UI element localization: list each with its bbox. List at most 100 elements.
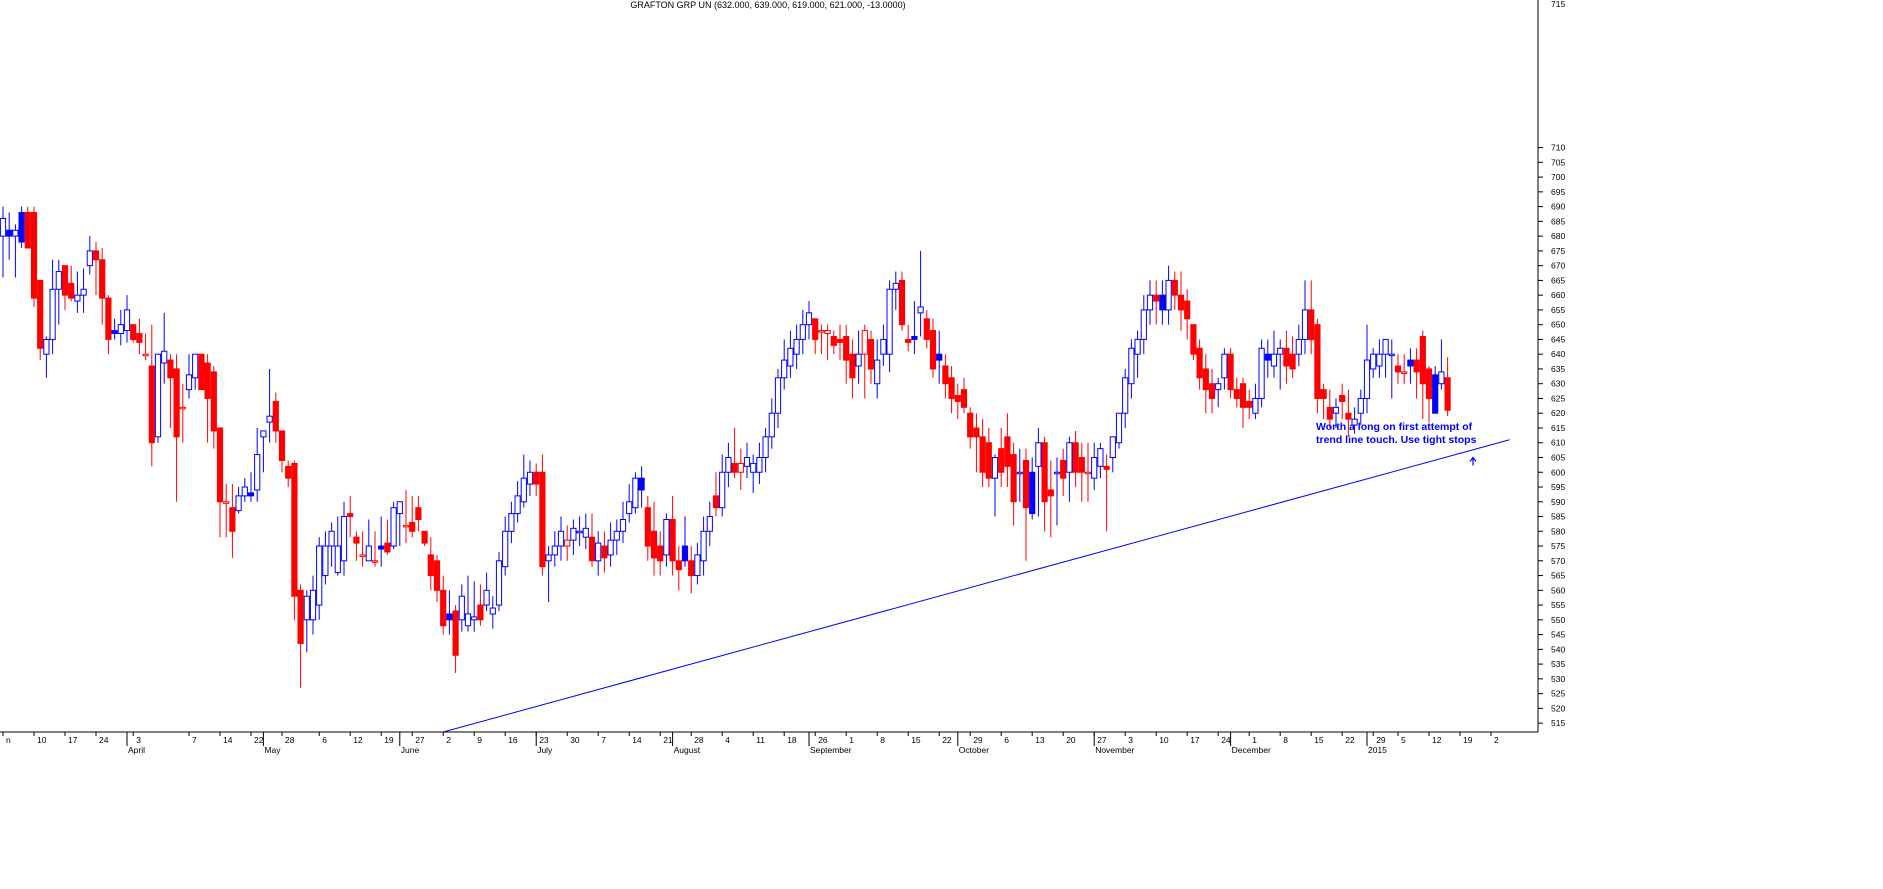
candle bbox=[347, 495, 354, 538]
candle bbox=[1171, 271, 1178, 310]
candle bbox=[923, 309, 930, 349]
candle bbox=[663, 513, 670, 567]
x-day-label: 10 bbox=[1159, 735, 1169, 745]
candle bbox=[1264, 339, 1271, 378]
candle bbox=[1159, 280, 1166, 325]
candle bbox=[1438, 339, 1445, 390]
y-tick-label: 680 bbox=[1551, 231, 1565, 241]
candle bbox=[117, 309, 124, 346]
candle bbox=[954, 383, 961, 420]
candle bbox=[917, 250, 924, 337]
candle bbox=[1190, 324, 1197, 361]
x-day-label: 2 bbox=[1494, 735, 1499, 745]
candle bbox=[471, 581, 478, 632]
candle bbox=[6, 212, 13, 260]
candle bbox=[415, 495, 422, 532]
candle bbox=[905, 324, 912, 352]
candle bbox=[1010, 442, 1017, 526]
candle bbox=[880, 324, 887, 366]
candle bbox=[495, 551, 503, 611]
candle bbox=[309, 575, 317, 635]
x-day-label: 10 bbox=[37, 735, 47, 745]
candle bbox=[49, 259, 56, 355]
candle bbox=[669, 495, 676, 576]
candle bbox=[1308, 280, 1315, 355]
candle bbox=[1270, 330, 1278, 378]
candle bbox=[1407, 348, 1414, 384]
candle bbox=[539, 454, 546, 576]
candle bbox=[427, 537, 434, 591]
y-tick-label: 665 bbox=[1551, 275, 1565, 285]
x-day-label: 1 bbox=[1252, 735, 1257, 745]
x-day-label: 19 bbox=[384, 735, 394, 745]
candle bbox=[55, 259, 62, 325]
y-tick-label: 590 bbox=[1551, 497, 1565, 507]
candle bbox=[929, 318, 937, 378]
candle bbox=[805, 301, 813, 340]
trendline bbox=[443, 439, 1510, 733]
x-day-label: 6 bbox=[1004, 735, 1009, 745]
candle bbox=[1363, 324, 1371, 414]
candle bbox=[1419, 330, 1426, 420]
candle bbox=[1196, 339, 1203, 390]
candle bbox=[1177, 271, 1185, 331]
candle bbox=[1252, 383, 1259, 420]
x-day-label: 22 bbox=[942, 735, 952, 745]
y-tick-label: 675 bbox=[1551, 246, 1565, 256]
candle bbox=[545, 546, 552, 603]
candle bbox=[396, 501, 403, 547]
candle bbox=[985, 427, 992, 488]
candle bbox=[241, 478, 248, 502]
x-day-label: 24 bbox=[1221, 735, 1231, 745]
x-day-label: 15 bbox=[1314, 735, 1324, 745]
candle bbox=[260, 430, 267, 473]
candle bbox=[1153, 280, 1160, 325]
candle bbox=[18, 206, 25, 248]
candle bbox=[1115, 412, 1123, 449]
candle bbox=[464, 575, 472, 632]
candle bbox=[1277, 339, 1284, 390]
y-tick-label: 635 bbox=[1551, 364, 1565, 374]
candle bbox=[576, 516, 583, 547]
x-month-label: September bbox=[810, 745, 852, 755]
x-day-label: 8 bbox=[1283, 735, 1288, 745]
x-day-label: 15 bbox=[911, 735, 921, 745]
candle bbox=[1295, 324, 1302, 366]
candle bbox=[173, 354, 180, 502]
candle bbox=[1016, 448, 1023, 502]
y-tick-label: 655 bbox=[1551, 305, 1565, 315]
x-month-label: 2015 bbox=[1368, 745, 1387, 755]
annotation-line-1: Worth a long on first attempt of bbox=[1316, 421, 1473, 433]
candle bbox=[136, 318, 143, 355]
candle bbox=[1357, 389, 1364, 426]
candle bbox=[111, 318, 118, 340]
candle bbox=[793, 324, 800, 369]
candle bbox=[185, 354, 193, 399]
arrow-head-icon bbox=[1469, 456, 1477, 462]
candle bbox=[80, 268, 87, 313]
y-tick-label: 530 bbox=[1551, 674, 1565, 684]
candle bbox=[43, 336, 50, 378]
candle bbox=[477, 584, 484, 626]
candle bbox=[768, 398, 775, 449]
candle bbox=[675, 546, 682, 591]
candle bbox=[161, 312, 168, 384]
candle bbox=[886, 280, 893, 372]
candle bbox=[247, 472, 255, 502]
y-tick-label: 630 bbox=[1551, 379, 1565, 389]
candle bbox=[799, 309, 806, 355]
x-day-label: 14 bbox=[223, 735, 233, 745]
candle bbox=[967, 407, 974, 449]
x-day-label: 20 bbox=[1066, 735, 1076, 745]
candle bbox=[61, 265, 69, 310]
x-day-label: 26 bbox=[818, 735, 828, 745]
candle bbox=[130, 324, 137, 343]
x-day-label: 17 bbox=[1190, 735, 1200, 745]
candle bbox=[1060, 448, 1067, 496]
x-day-label: 29 bbox=[1376, 735, 1386, 745]
candle bbox=[1140, 295, 1147, 355]
candle bbox=[750, 454, 757, 493]
candle bbox=[1109, 436, 1116, 473]
candle bbox=[365, 519, 372, 562]
candle bbox=[818, 324, 825, 355]
